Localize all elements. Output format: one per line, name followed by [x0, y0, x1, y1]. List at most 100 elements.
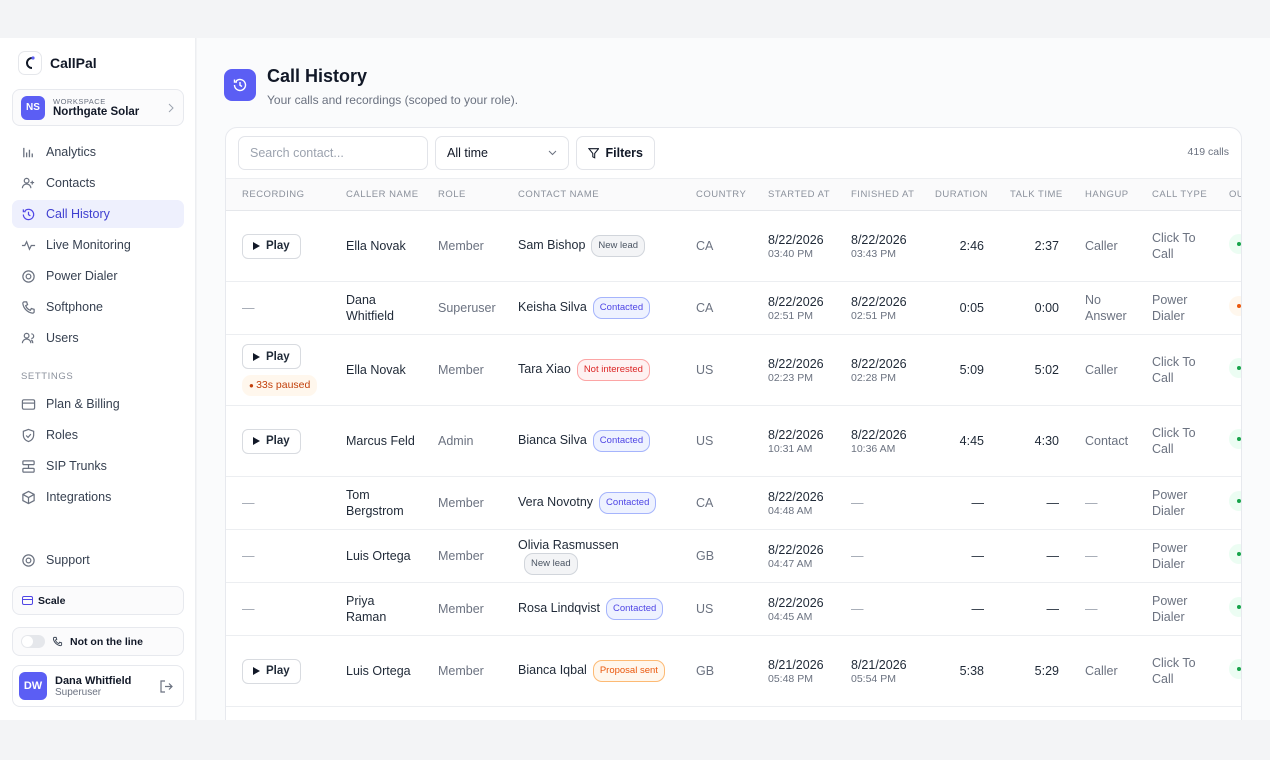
contact: Tara Xiao — [518, 362, 571, 376]
user-avatar: DW — [19, 672, 47, 700]
table-row: Play ● 33s paused Ella Novak Member Tara Xia… — [226, 334, 1241, 406]
role: Member — [422, 476, 502, 530]
recording-cell: — — [226, 582, 330, 636]
play-button[interactable]: Play — [242, 658, 301, 684]
finished-cell: — — [835, 529, 919, 583]
icon — [21, 239, 36, 251]
nav-label: Contacts — [46, 176, 96, 190]
nav-item[interactable]: SIP Trunks — [12, 452, 184, 480]
duration: — — [919, 529, 994, 583]
recording-note: ● 33s paused — [242, 375, 318, 396]
caller: Luis Ortega — [330, 529, 422, 583]
role: Member — [422, 334, 502, 406]
started-cell: 8/22/2026 04:47 AM — [752, 529, 835, 583]
recording-cell: — — [226, 529, 330, 583]
contact-cell: Rosa Lindqvist Contacted — [502, 582, 680, 636]
caller: Marcus Feld — [330, 405, 422, 477]
caller: Ella Novak — [330, 210, 422, 282]
nav-item[interactable]: Integrations — [12, 483, 184, 511]
nav-item[interactable]: Users — [12, 324, 184, 352]
finished-time: 03:43 PM — [851, 247, 896, 260]
started-date: 8/22/2026 — [768, 294, 824, 309]
play-icon — [253, 352, 260, 361]
plan: Scale — [38, 594, 66, 607]
play-icon — [253, 242, 260, 250]
icon — [21, 177, 35, 188]
started-date: 8/22/2026 — [768, 427, 824, 442]
range-select[interactable]: All time — [435, 136, 569, 170]
support-link[interactable]: Support — [12, 546, 184, 574]
status-toggle[interactable]: Not on the line — [12, 627, 184, 656]
nav-item[interactable]: Call History — [12, 200, 184, 228]
play-button[interactable]: Play — [242, 233, 301, 259]
duration: 5:09 — [919, 334, 994, 406]
column-header: CALLER NAME — [330, 178, 422, 211]
user-role: Superuser — [55, 686, 102, 698]
outcome-cell — [1213, 405, 1241, 477]
finished-date: 8/22/2026 — [851, 427, 907, 442]
call-type: Power Dialer — [1136, 476, 1213, 530]
plan-card[interactable]: Scale — [12, 586, 184, 615]
role: Member — [422, 210, 502, 282]
finished-date: — — [851, 602, 864, 616]
status-badge: Contacted — [606, 598, 664, 620]
finished-cell: — — [835, 476, 919, 530]
column-header: CALL TYPE — [1136, 178, 1213, 211]
recording: — — [242, 602, 255, 616]
duration: 4:45 — [919, 405, 994, 477]
workspace-switcher[interactable]: NS WORKSPACE Northgate Solar — [12, 89, 184, 126]
talk-time: 5:29 — [994, 635, 1069, 707]
column-header: FINISHED AT — [835, 178, 919, 211]
icon — [22, 269, 35, 283]
started-cell: 8/22/2026 02:51 PM — [752, 281, 835, 335]
nav-item[interactable]: Contacts — [12, 169, 184, 197]
icon — [21, 398, 36, 410]
contact: Olivia Rasmussen — [518, 538, 619, 552]
started-time: 04:48 AM — [768, 504, 813, 517]
nav-item[interactable]: Plan & Billing — [12, 390, 184, 418]
nav-item[interactable]: Roles — [12, 421, 184, 449]
contact: Vera Novotny — [518, 495, 594, 509]
status-badge: Not interested — [576, 359, 650, 381]
caller: Ella Novak — [330, 334, 422, 406]
finished-date: 8/22/2026 — [851, 232, 907, 247]
recording-cell: — — [226, 281, 330, 335]
column-header: RECORDING — [226, 178, 330, 211]
page-subtitle: Your calls and recordings (scoped to you… — [267, 93, 519, 107]
recording-cell: Play ● 33s paused — [226, 334, 330, 406]
started-cell: 8/22/2026 04:48 AM — [752, 476, 835, 530]
status-badge: New lead — [524, 553, 578, 575]
main: Call History Your calls and recordings (… — [197, 38, 1270, 720]
nav-item[interactable]: Analytics — [12, 138, 184, 166]
country: US — [680, 334, 752, 406]
filter-icon — [588, 148, 600, 159]
filters-button[interactable]: Filters — [576, 136, 655, 170]
logout[interactable] — [159, 680, 173, 693]
caller: Priya Raman — [330, 582, 422, 636]
started-cell: 8/22/2026 04:45 AM — [752, 582, 835, 636]
hangup: — — [1069, 476, 1136, 530]
toggle[interactable] — [21, 635, 45, 648]
started-date: 8/21/2026 — [768, 657, 824, 672]
finished-time: 02:28 PM — [851, 371, 896, 384]
play-button[interactable]: Play — [242, 344, 301, 369]
nav-item[interactable]: Softphone — [12, 293, 184, 321]
recording-cell: — — [226, 476, 330, 530]
nav-label: Call History — [46, 207, 110, 221]
user-info: Dana Whitfield Superuser — [55, 675, 131, 698]
finished-date: — — [851, 549, 864, 563]
icon — [22, 459, 35, 473]
column-header: DURATION — [919, 178, 994, 211]
search[interactable]: Search contact... — [238, 136, 428, 170]
page-title: Call History — [267, 66, 368, 86]
country: US — [680, 582, 752, 636]
nav-item[interactable]: Power Dialer — [12, 262, 184, 290]
nav-label: Roles — [46, 428, 78, 442]
nav-item[interactable]: Live Monitoring — [12, 231, 184, 259]
finished-cell: — — [835, 582, 919, 636]
started-time: 05:48 PM — [768, 672, 813, 685]
play-button[interactable]: Play — [242, 428, 301, 454]
nav-label: Plan & Billing — [46, 397, 120, 411]
workspace-name: Northgate Solar — [53, 106, 140, 118]
history-icon — [233, 78, 247, 92]
